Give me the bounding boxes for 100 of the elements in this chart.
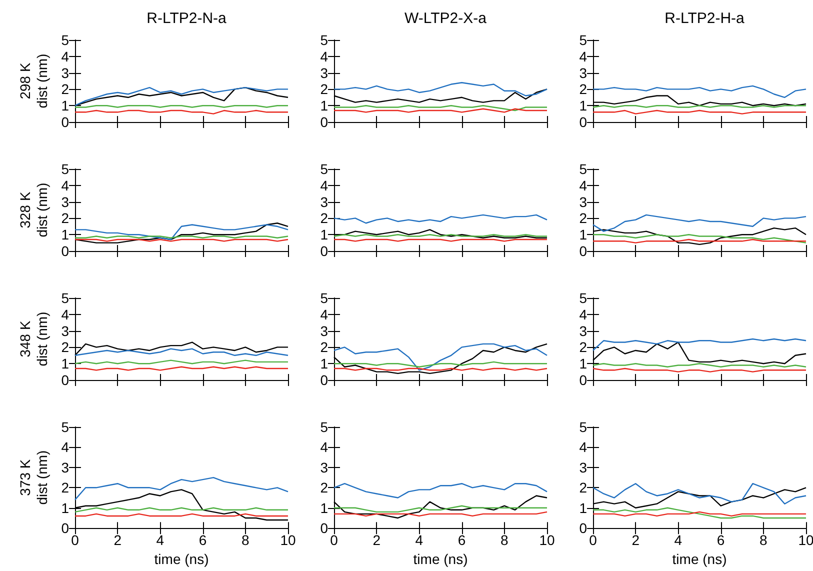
y-tick-label: 4	[61, 48, 70, 64]
y-tick-label: 4	[320, 48, 328, 64]
y-tick-label: 1	[579, 356, 588, 372]
x-tick-label: 0	[589, 532, 598, 548]
y-tick-label: 0	[61, 520, 70, 536]
y-tick-label: 2	[61, 210, 70, 226]
chart-title: R-LTP2-H-a	[664, 10, 746, 27]
y-tick-label: 4	[320, 177, 328, 194]
chart-title: W-LTP2-X-a	[404, 10, 488, 27]
y-tick-label: 2	[320, 339, 328, 356]
line-series	[592, 507, 807, 519]
y-tick-label: 1	[579, 500, 588, 516]
y-tick-label: 3	[579, 459, 588, 476]
line-series	[74, 348, 289, 356]
line-series	[333, 214, 548, 224]
x-tick-label: 6	[716, 532, 725, 548]
y-tick-label: 3	[320, 322, 328, 339]
y-tick-label: 5	[579, 161, 588, 177]
y-tick-label: 4	[579, 306, 588, 322]
y-tick-label: 1	[579, 98, 588, 114]
y-tick-label: 3	[320, 459, 328, 476]
y-tick-label: 4	[61, 177, 70, 194]
chart-title: R-LTP2-N-a	[146, 10, 228, 27]
y-tick-label: 4	[61, 439, 70, 456]
y-tick-label: 3	[61, 64, 70, 81]
y-tick-label: 5	[61, 161, 70, 177]
line-series	[333, 82, 548, 96]
y-tick-label: 3	[579, 194, 588, 210]
x-tick-label: 2	[372, 532, 381, 548]
x-tick-label: 0	[330, 532, 338, 548]
line-series	[592, 234, 807, 244]
y-tick-label: 4	[61, 306, 70, 322]
x-tick-label: 4	[674, 532, 682, 548]
y-tick-label: 5	[579, 32, 588, 48]
line-series	[74, 476, 289, 500]
y-tick-label: 4	[320, 306, 328, 322]
x-tick-label: 8	[500, 532, 508, 548]
y-axis-title: 373 K dist (nm)	[16, 450, 50, 505]
y-tick-label: 1	[61, 356, 70, 372]
y-tick-label: 0	[579, 114, 588, 130]
y-tick-label: 1	[61, 98, 70, 114]
x-tick-label: 10	[539, 532, 555, 548]
y-tick-label: 4	[320, 439, 328, 456]
y-tick-label: 1	[61, 226, 70, 243]
y-tick-label: 2	[579, 81, 588, 98]
y-tick-label: 4	[579, 177, 588, 194]
y-tick-label: 1	[320, 98, 328, 114]
x-tick-label: 4	[415, 532, 424, 548]
y-tick-label: 3	[320, 64, 328, 81]
y-tick-label: 4	[579, 439, 588, 456]
y-tick-label: 3	[61, 459, 70, 476]
line-series	[333, 483, 548, 498]
y-tick-label: 3	[579, 322, 588, 339]
y-axis-title: 348 K dist (nm)	[16, 312, 50, 366]
y-tick-label: 5	[61, 32, 70, 48]
x-tick-label: 4	[156, 532, 164, 548]
y-tick-label: 3	[61, 194, 70, 210]
x-tick-label: 10	[798, 532, 813, 548]
y-tick-label: 1	[579, 226, 588, 243]
y-tick-label: 0	[579, 372, 588, 388]
x-axis-title: time (ns)	[154, 551, 209, 567]
y-tick-label: 2	[320, 81, 328, 98]
x-tick-label: 2	[632, 532, 640, 548]
y-tick-label: 2	[61, 339, 70, 356]
y-tick-label: 0	[320, 520, 328, 536]
y-tick-label: 5	[320, 161, 328, 177]
y-tick-label: 3	[320, 194, 328, 210]
y-tick-label: 2	[579, 339, 588, 356]
x-tick-label: 6	[198, 532, 207, 548]
line-series	[333, 505, 548, 513]
line-series	[592, 483, 807, 504]
y-tick-label: 0	[579, 520, 588, 536]
x-tick-label: 10	[280, 532, 296, 548]
line-series	[592, 214, 807, 232]
y-tick-label: 3	[61, 322, 70, 339]
y-tick-label: 5	[61, 419, 70, 435]
y-tick-label: 0	[579, 243, 588, 259]
x-tick-label: 8	[242, 532, 250, 548]
y-tick-label: 0	[61, 114, 70, 130]
y-axis-title: 328 K dist (nm)	[16, 182, 50, 238]
y-tick-label: 0	[320, 114, 328, 130]
x-tick-label: 8	[760, 532, 768, 548]
y-tick-label: 0	[61, 243, 70, 259]
x-tick-label: 0	[71, 532, 80, 548]
x-axis-title: time (ns)	[672, 551, 727, 567]
x-tick-label: 2	[114, 532, 122, 548]
y-tick-label: 4	[579, 48, 588, 64]
y-tick-label: 5	[579, 419, 588, 435]
y-tick-label: 0	[320, 243, 328, 259]
y-tick-label: 5	[579, 290, 588, 306]
y-tick-label: 2	[579, 480, 588, 496]
y-tick-label: 5	[320, 290, 328, 306]
y-tick-label: 1	[320, 356, 328, 372]
y-tick-label: 1	[320, 226, 328, 243]
y-tick-label: 3	[579, 64, 588, 81]
y-tick-label: 2	[61, 480, 70, 496]
y-tick-label: 5	[320, 32, 328, 48]
y-tick-label: 0	[61, 372, 70, 388]
line-series	[592, 85, 807, 98]
y-tick-label: 5	[320, 419, 328, 435]
